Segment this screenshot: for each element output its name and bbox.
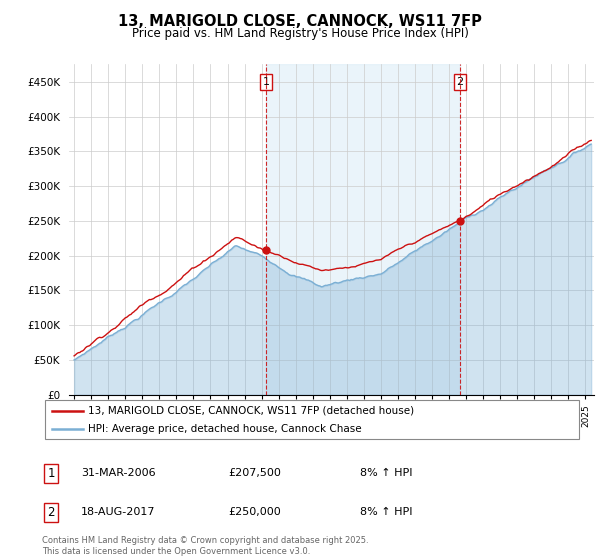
Text: Contains HM Land Registry data © Crown copyright and database right 2025.
This d: Contains HM Land Registry data © Crown c… — [42, 536, 368, 556]
Text: 2: 2 — [47, 506, 55, 519]
Text: Price paid vs. HM Land Registry's House Price Index (HPI): Price paid vs. HM Land Registry's House … — [131, 27, 469, 40]
Text: 1: 1 — [262, 77, 269, 87]
Text: 13, MARIGOLD CLOSE, CANNOCK, WS11 7FP (detached house): 13, MARIGOLD CLOSE, CANNOCK, WS11 7FP (d… — [88, 405, 414, 416]
Text: 18-AUG-2017: 18-AUG-2017 — [81, 507, 155, 517]
Text: £250,000: £250,000 — [228, 507, 281, 517]
Text: 31-MAR-2006: 31-MAR-2006 — [81, 468, 155, 478]
Text: £207,500: £207,500 — [228, 468, 281, 478]
FancyBboxPatch shape — [45, 400, 580, 439]
Text: 1: 1 — [47, 466, 55, 480]
Text: 2: 2 — [456, 77, 463, 87]
Text: HPI: Average price, detached house, Cannock Chase: HPI: Average price, detached house, Cann… — [88, 424, 362, 434]
Text: 8% ↑ HPI: 8% ↑ HPI — [360, 507, 413, 517]
Text: 8% ↑ HPI: 8% ↑ HPI — [360, 468, 413, 478]
Bar — [266, 64, 460, 395]
Text: 13, MARIGOLD CLOSE, CANNOCK, WS11 7FP: 13, MARIGOLD CLOSE, CANNOCK, WS11 7FP — [118, 14, 482, 29]
